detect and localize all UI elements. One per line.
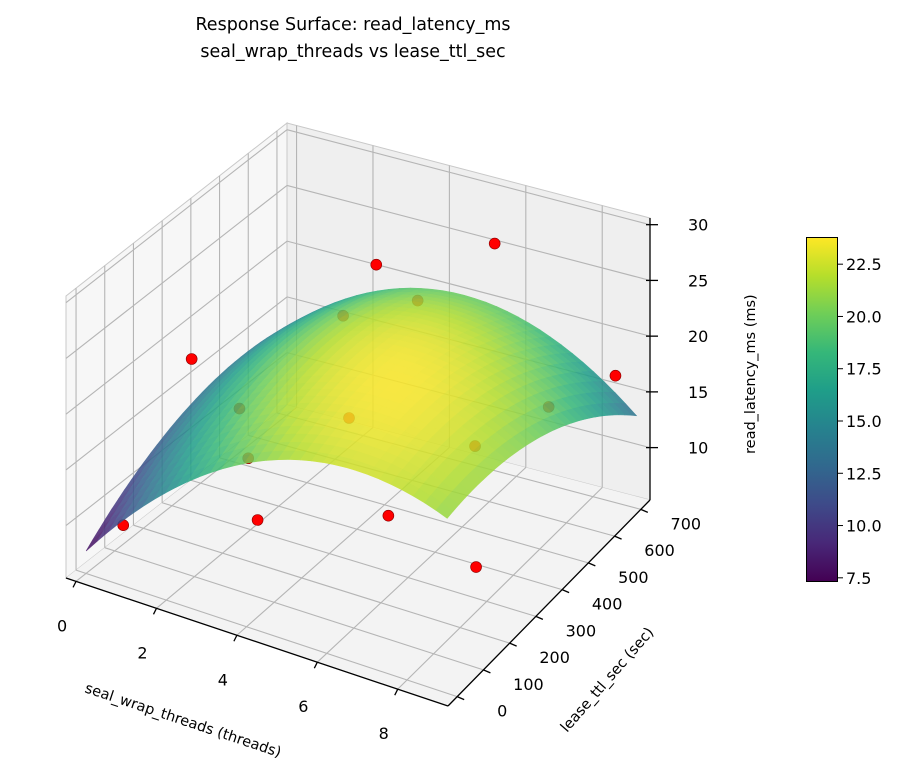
data-point xyxy=(185,353,198,365)
y-tick xyxy=(614,535,622,540)
x-axis-line xyxy=(65,577,449,707)
data-point xyxy=(488,237,501,250)
back-grid-z xyxy=(286,129,651,226)
y-tick-label: 100 xyxy=(513,675,544,694)
colorbar-tick-label: 7.5 xyxy=(846,569,871,588)
back-grid-z xyxy=(286,240,651,337)
y-tick xyxy=(640,508,649,513)
title-line-1: Response Surface: read_latency_ms xyxy=(195,15,511,35)
floor-grid-y xyxy=(133,524,510,644)
data-point xyxy=(370,258,383,271)
colorbar-tick-label: 15.0 xyxy=(846,412,882,431)
z-axis-label: read_latency_ms (ms) xyxy=(743,294,759,454)
response-surface xyxy=(85,287,638,552)
y-tick xyxy=(561,589,570,594)
title-line-2: seal_wrap_threads vs lease_ttl_sec xyxy=(200,42,506,62)
floor-grid-x xyxy=(397,487,603,690)
back-grid-z xyxy=(286,184,651,281)
tick-labels: 0 2 4 6 8 0 100 200 300 400 500 600 700 10 15 20 25 30 xyxy=(57,216,708,743)
y-tick xyxy=(588,562,596,567)
left-grid-z xyxy=(65,240,288,415)
z-tick-label: 15 xyxy=(688,383,708,402)
y-tick xyxy=(535,615,544,620)
x-tick-label: 0 xyxy=(57,616,67,635)
x-tick xyxy=(233,634,238,642)
colorbar-tick-label: 17.5 xyxy=(846,360,882,379)
colorbar-tick-label: 12.5 xyxy=(846,464,882,483)
x-tick-label: 2 xyxy=(137,643,147,662)
surface-patch xyxy=(435,502,454,519)
y-tick-label: 400 xyxy=(592,595,623,614)
x-tick-label: 8 xyxy=(379,724,389,743)
chart-title: Response Surface: read_latency_ms seal_w… xyxy=(0,12,706,66)
y-tick-label: 200 xyxy=(539,648,570,667)
y-tick xyxy=(456,696,465,701)
x-tick xyxy=(313,661,318,669)
x-tick-label: 4 xyxy=(218,670,228,689)
floor-grid-y xyxy=(219,457,589,564)
y-tick-label: 500 xyxy=(618,568,649,587)
x-tick xyxy=(152,608,158,615)
y-tick-label: 300 xyxy=(566,621,597,640)
left-grid-z xyxy=(65,129,288,304)
left-grid-z xyxy=(65,296,288,471)
colorbar-tick-label: 22.5 xyxy=(846,255,882,274)
floor-grid-x xyxy=(316,467,527,663)
y-tick-label: 700 xyxy=(671,514,702,533)
z-tick-label: 20 xyxy=(688,327,708,346)
floor-grid-y xyxy=(161,502,537,617)
y-tick-label: 600 xyxy=(644,541,675,560)
floor-grid-y xyxy=(104,547,484,671)
z-tick-label: 10 xyxy=(688,439,708,458)
y-tick-label: 0 xyxy=(497,702,507,721)
axis-lines xyxy=(65,218,658,707)
z-tick-label: 30 xyxy=(688,216,708,235)
z-tick-label: 25 xyxy=(688,271,708,290)
y-axis-label: lease_ttl_sec (sec) xyxy=(558,625,657,736)
y-tick xyxy=(509,642,517,647)
points-above-surface xyxy=(185,237,622,382)
data-point xyxy=(382,509,395,522)
y-tick xyxy=(483,669,491,674)
colorbar-tick-label: 20.0 xyxy=(846,307,882,326)
colorbar-ticks: 7.5 10.0 12.5 15.0 17.5 20.0 22.5 xyxy=(838,255,882,588)
x-axis-label: seal_wrap_threads (threads) xyxy=(83,681,283,762)
x-tick-label: 6 xyxy=(298,697,308,716)
data-point xyxy=(470,561,482,573)
floor-grid-y xyxy=(75,569,458,698)
y-axis-line xyxy=(447,499,651,707)
floor-pane xyxy=(66,405,650,706)
colorbar-tick-label: 10.0 xyxy=(846,517,882,536)
x-tick xyxy=(72,581,77,588)
floor-grid-y xyxy=(190,479,563,591)
left-grid-z xyxy=(65,184,288,359)
x-tick xyxy=(394,688,399,696)
data-point xyxy=(251,514,264,526)
colorbar xyxy=(806,237,838,582)
data-point xyxy=(609,369,622,382)
